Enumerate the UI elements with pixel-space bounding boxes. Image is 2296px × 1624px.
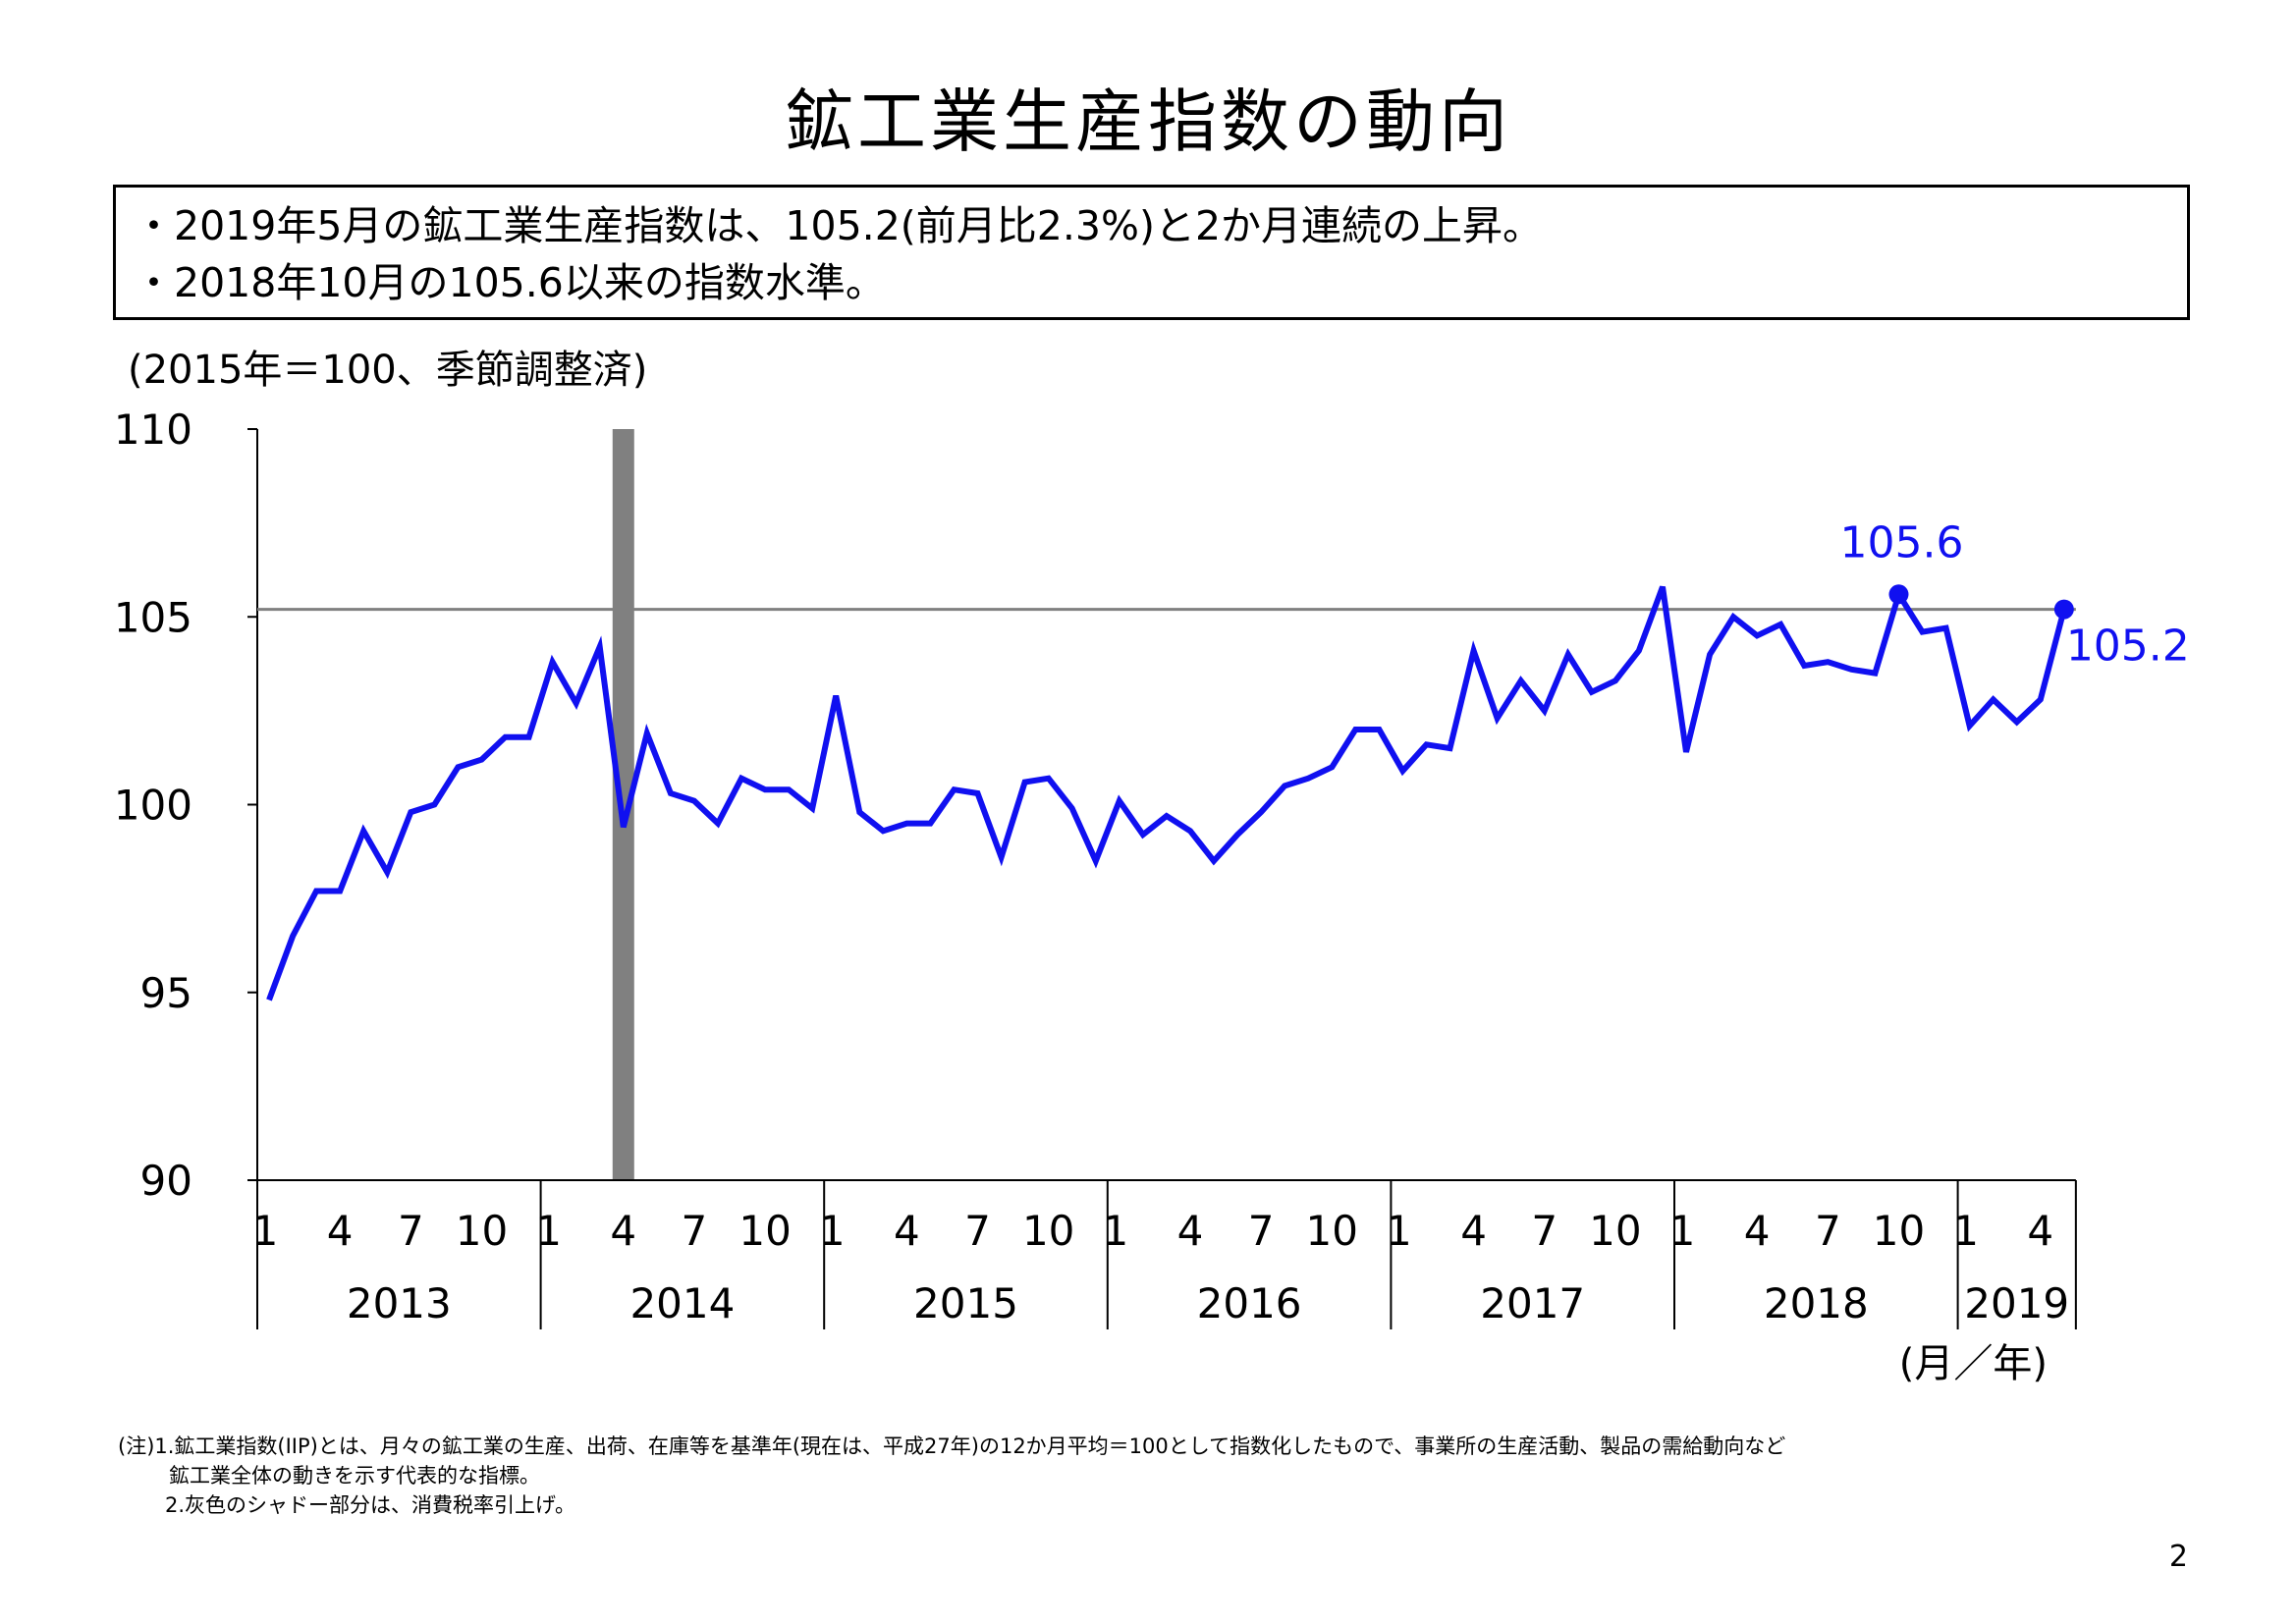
month-tick-label: 1 [252,1207,279,1255]
y-tick-label: 100 [114,782,192,830]
annotation-label: 105.2 [2066,622,2190,672]
month-tick-label: 7 [1248,1207,1275,1255]
annotation-label: 105.6 [1839,517,1963,568]
month-tick-label: 1 [1386,1207,1412,1255]
month-tick-label: 7 [1531,1207,1558,1255]
annotation-marker [1888,584,1909,605]
year-label: 2014 [629,1279,735,1327]
month-tick-label: 10 [456,1207,508,1255]
y-tick-label: 105 [114,593,192,641]
year-label: 2017 [1480,1279,1585,1327]
month-tick-label: 1 [1102,1207,1128,1255]
month-tick-label: 7 [682,1207,708,1255]
month-tick-label: 4 [2027,1207,2053,1255]
month-tick-label: 4 [610,1207,636,1255]
month-tick-label: 1 [535,1207,562,1255]
page-number: 2 [2168,1540,2188,1574]
month-tick-label: 10 [1589,1207,1641,1255]
month-tick-label: 4 [1177,1207,1204,1255]
month-tick-label: 1 [1952,1207,1979,1255]
annotation-layer: 105.6 105.2 [1839,517,2189,671]
month-tick-label: 4 [327,1207,354,1255]
notes: (注)1.鉱工業指数(IIP)とは、月々の鉱工業の生産、出荷、在庫等を基準年(現… [118,1432,1785,1520]
x-axis-unit-label: (月／年) [1899,1341,2048,1386]
y-tick-label: 90 [140,1157,192,1205]
y-tick-label: 95 [140,969,192,1017]
series-line-production-index [266,585,2067,1001]
month-tick-label: 1 [1669,1207,1696,1255]
year-label: 2019 [1964,1279,2069,1327]
month-tick-label: 10 [738,1207,791,1255]
month-tick-label: 7 [964,1207,991,1255]
year-label: 2016 [1197,1279,1302,1327]
unit-label: (2015年＝100、季節調整済) [128,348,647,393]
month-tick-label: 7 [1815,1207,1841,1255]
year-label: 2015 [913,1279,1018,1327]
month-tick-label: 4 [1744,1207,1771,1255]
annotation-marker [2053,599,2074,620]
note-1: (注)1.鉱工業指数(IIP)とは、月々の鉱工業の生産、出荷、在庫等を基準年(現… [118,1435,1786,1458]
series-layer [266,585,2067,1001]
month-tick-label: 4 [894,1207,920,1255]
summary-line-1: ・2019年5月の鉱工業生産指数は、105.2(前月比2.3%)と2か月連続の上… [134,202,1544,249]
month-tick-label: 4 [1460,1207,1487,1255]
month-tick-label: 10 [1306,1207,1358,1255]
month-tick-label: 7 [398,1207,424,1255]
note-2: 2.灰色のシャドー部分は、消費税率引上げ。 [165,1493,575,1517]
year-label: 2013 [347,1279,452,1327]
note-1-continued: 鉱工業全体の動きを示す代表的な指標。 [169,1464,540,1488]
y-tick-label: 110 [114,406,192,454]
summary-box: ・2019年5月の鉱工業生産指数は、105.2(前月比2.3%)と2か月連続の上… [113,185,2190,320]
month-tick-label: 10 [1022,1207,1074,1255]
month-tick-label: 1 [819,1207,846,1255]
month-tick-label: 10 [1873,1207,1925,1255]
page-title: 鉱工業生産指数の動向 [785,81,1511,162]
summary-line-2: ・2018年10月の105.6以来の指数水準。 [134,259,886,306]
year-label: 2018 [1764,1279,1869,1327]
